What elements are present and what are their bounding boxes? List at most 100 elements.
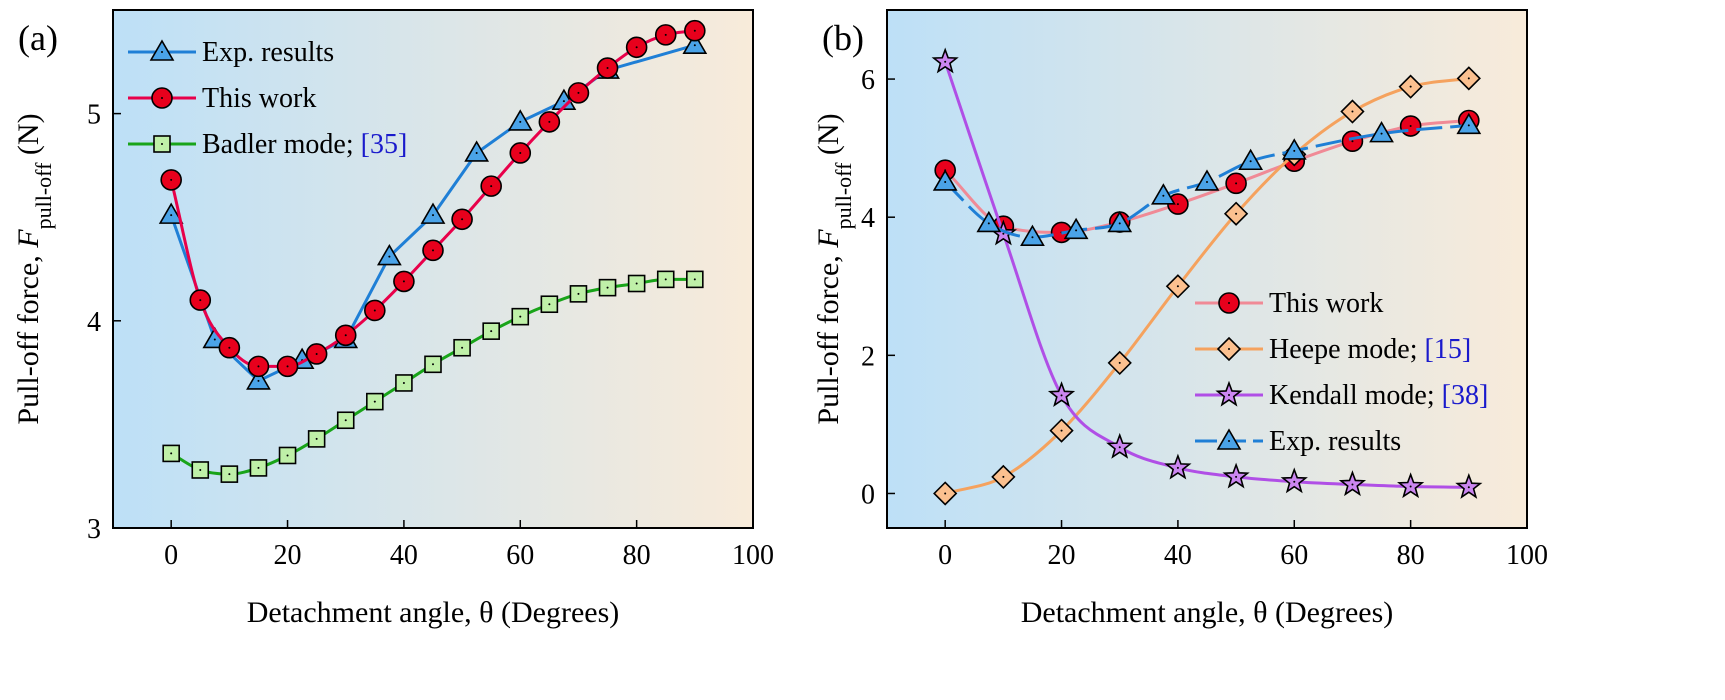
data-point-triangle-dot: [170, 214, 173, 217]
legend-item: Exp. results: [1195, 426, 1401, 457]
x-axis-label: Detachment angle, θ (Degrees): [1021, 596, 1394, 629]
data-point-circle-dot: [373, 309, 376, 312]
data-point-star: [1455, 472, 1483, 499]
data-point-triangle-dot: [519, 120, 522, 123]
legend-marker-circle-dot: [161, 97, 163, 99]
data-point-circle-dot: [635, 46, 638, 49]
data-point-diamond-dot: [1351, 110, 1354, 113]
data-point-triangle: [507, 109, 533, 131]
data-point-square-dot: [577, 292, 580, 295]
plot-frame: [112, 9, 754, 529]
x-tick-label: 100: [1506, 540, 1548, 571]
data-point-square-dot: [693, 278, 696, 281]
data-point-triangle: [1020, 224, 1045, 247]
data-point-square-dot: [548, 303, 551, 306]
x-tick-label: 80: [1397, 540, 1425, 571]
data-point-circle-dot: [490, 185, 493, 188]
data-point-triangle: [1456, 112, 1482, 135]
data-point-triangle-dot: [388, 255, 391, 258]
data-point-star: [1106, 432, 1134, 459]
data-point-circle-dot: [606, 67, 609, 70]
data-point-triangle-dot: [1075, 229, 1078, 232]
data-point-square-dot: [228, 473, 231, 476]
y-label-suffix: (N): [12, 113, 45, 162]
y-tick-label: 4: [87, 307, 101, 338]
series-kendall-mode: [931, 47, 1483, 499]
data-point-star-dot: [1002, 232, 1005, 235]
data-point-triangle: [932, 169, 958, 191]
x-tick-label: 0: [164, 540, 178, 571]
legend-label: This work: [202, 83, 316, 114]
data-point-triangle-dot: [1162, 194, 1165, 197]
plot-frame: [886, 9, 1528, 529]
y-axis-label: Pull-off force, Fpull-off (N): [812, 113, 856, 424]
data-point-triangle-dot: [1380, 132, 1383, 135]
data-point-circle-dot: [402, 280, 405, 283]
x-tick-label: 40: [1164, 540, 1192, 571]
panel-label: (a): [18, 18, 58, 58]
y-tick-label: 4: [861, 203, 875, 234]
data-point-triangle: [1281, 138, 1307, 160]
legend-label: Exp. results: [202, 37, 334, 68]
data-point-circle-dot: [1176, 203, 1179, 206]
data-point-triangle: [976, 210, 1002, 233]
data-point-diamond-dot: [1409, 85, 1412, 88]
data-point-triangle: [1369, 121, 1394, 143]
y-tick-label: 6: [861, 65, 875, 96]
data-point-square-dot: [286, 454, 289, 457]
x-tick-label: 60: [1280, 540, 1308, 571]
data-point-triangle: [682, 32, 708, 55]
legend-item: This work: [128, 83, 316, 114]
data-point-square-dot: [432, 363, 434, 366]
data-point-triangle: [376, 243, 402, 266]
legend-item: Exp. results: [128, 37, 334, 68]
data-point-square-dot: [344, 419, 347, 422]
legend-marker-circle-dot: [1228, 302, 1230, 304]
data-point-star-dot: [1176, 466, 1179, 469]
data-point-star: [1397, 472, 1425, 499]
data-point-circle-dot: [1409, 125, 1412, 128]
data-point-circle-dot: [548, 120, 551, 123]
data-point-circle-dot: [519, 151, 522, 154]
legend-ref: [38]: [1442, 380, 1489, 411]
data-point-circle-dot: [693, 29, 696, 32]
data-point-square-dot: [635, 282, 638, 285]
x-tick-label: 100: [732, 540, 774, 571]
data-point-star: [1280, 467, 1308, 494]
data-point-square-dot: [199, 468, 202, 471]
data-point-triangle: [246, 368, 271, 390]
data-point-square-dot: [402, 381, 405, 384]
legend-marker-diamond-dot: [1228, 348, 1230, 350]
y-tick-label: 3: [87, 514, 101, 545]
data-point-circle-dot: [228, 346, 231, 349]
y-tick-label: 5: [87, 100, 101, 131]
data-point-triangle-dot: [693, 44, 696, 47]
legend-marker-star: [1215, 380, 1243, 407]
panel-b: 0 20 40 60 80 100 0 2 4 6 This work Heepe mode; [15…: [812, 9, 1548, 629]
data-point-star: [1047, 381, 1076, 407]
legend-name: Heepe mode;: [1269, 334, 1425, 365]
data-point-triangle-dot: [213, 338, 216, 341]
legend-name: This work: [1269, 288, 1383, 319]
data-point-circle-dot: [170, 178, 173, 181]
legend-marker-triangle-dot: [161, 51, 163, 53]
series-heepe-mode: [933, 66, 1481, 506]
x-tick-label: 80: [623, 540, 651, 571]
y-label-suffix: (N): [812, 113, 845, 162]
y-axis-label: Pull-off force, Fpull-off (N): [12, 113, 56, 424]
data-point-star-dot: [1351, 483, 1354, 486]
data-point-triangle-dot: [475, 151, 478, 154]
data-point-square-dot: [373, 400, 376, 403]
data-point-triangle-dot: [1206, 180, 1208, 183]
data-point-circle-dot: [577, 91, 580, 94]
y-label-subscript: pull-off: [31, 162, 56, 229]
data-point-circle-dot: [432, 249, 434, 252]
data-point-star-dot: [1118, 446, 1121, 449]
y-label-prefix: Pull-off force,: [12, 248, 45, 425]
panel-label: (b): [822, 18, 864, 58]
legend-marker-triangle-dot: [1228, 440, 1230, 442]
legend-name: Exp. results: [1269, 426, 1401, 457]
data-point-triangle-dot: [1118, 222, 1121, 225]
data-point-star-dot: [1060, 394, 1063, 397]
data-point-circle-dot: [1235, 182, 1238, 185]
